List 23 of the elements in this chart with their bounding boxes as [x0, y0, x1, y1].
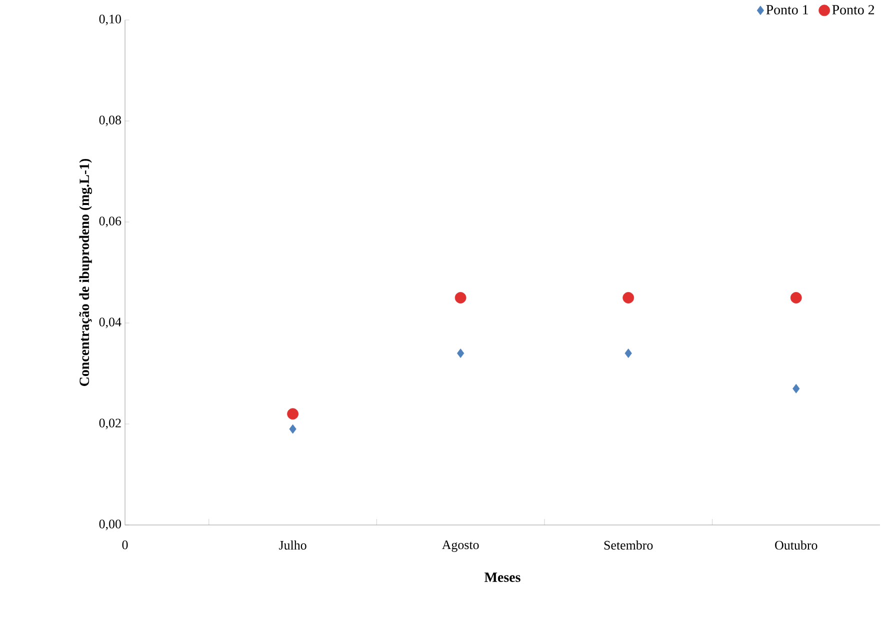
point [790, 292, 802, 304]
y-tick-label: 0,06 [99, 216, 122, 228]
x-tick-label: Setembro [604, 540, 653, 550]
point [624, 348, 632, 358]
y-tick-label: 0,00 [99, 520, 121, 530]
point [287, 408, 298, 420]
point [622, 292, 634, 304]
y-tick-label: 0,10 [99, 14, 121, 26]
legend-label: Ponto 2 [832, 5, 874, 14]
legend-label: Ponto 1 [766, 5, 808, 14]
x-tick-label: Julho [279, 540, 306, 550]
x-axis-title: Meses [484, 572, 520, 582]
y-tick-label: 0,04 [99, 318, 122, 328]
x-tick-label: Agosto [442, 540, 479, 552]
y-axis-title: Concentração de ibuprodeno (mg.L-1) [79, 158, 92, 386]
point [454, 292, 466, 304]
point [456, 348, 464, 358]
x-tick-label: 0 [122, 540, 128, 550]
y-tick-label: 0,08 [99, 116, 121, 126]
point [289, 424, 296, 434]
y-tick-label: 0,02 [99, 418, 121, 430]
point [792, 384, 800, 394]
x-tick-label: Outubro [775, 540, 818, 550]
